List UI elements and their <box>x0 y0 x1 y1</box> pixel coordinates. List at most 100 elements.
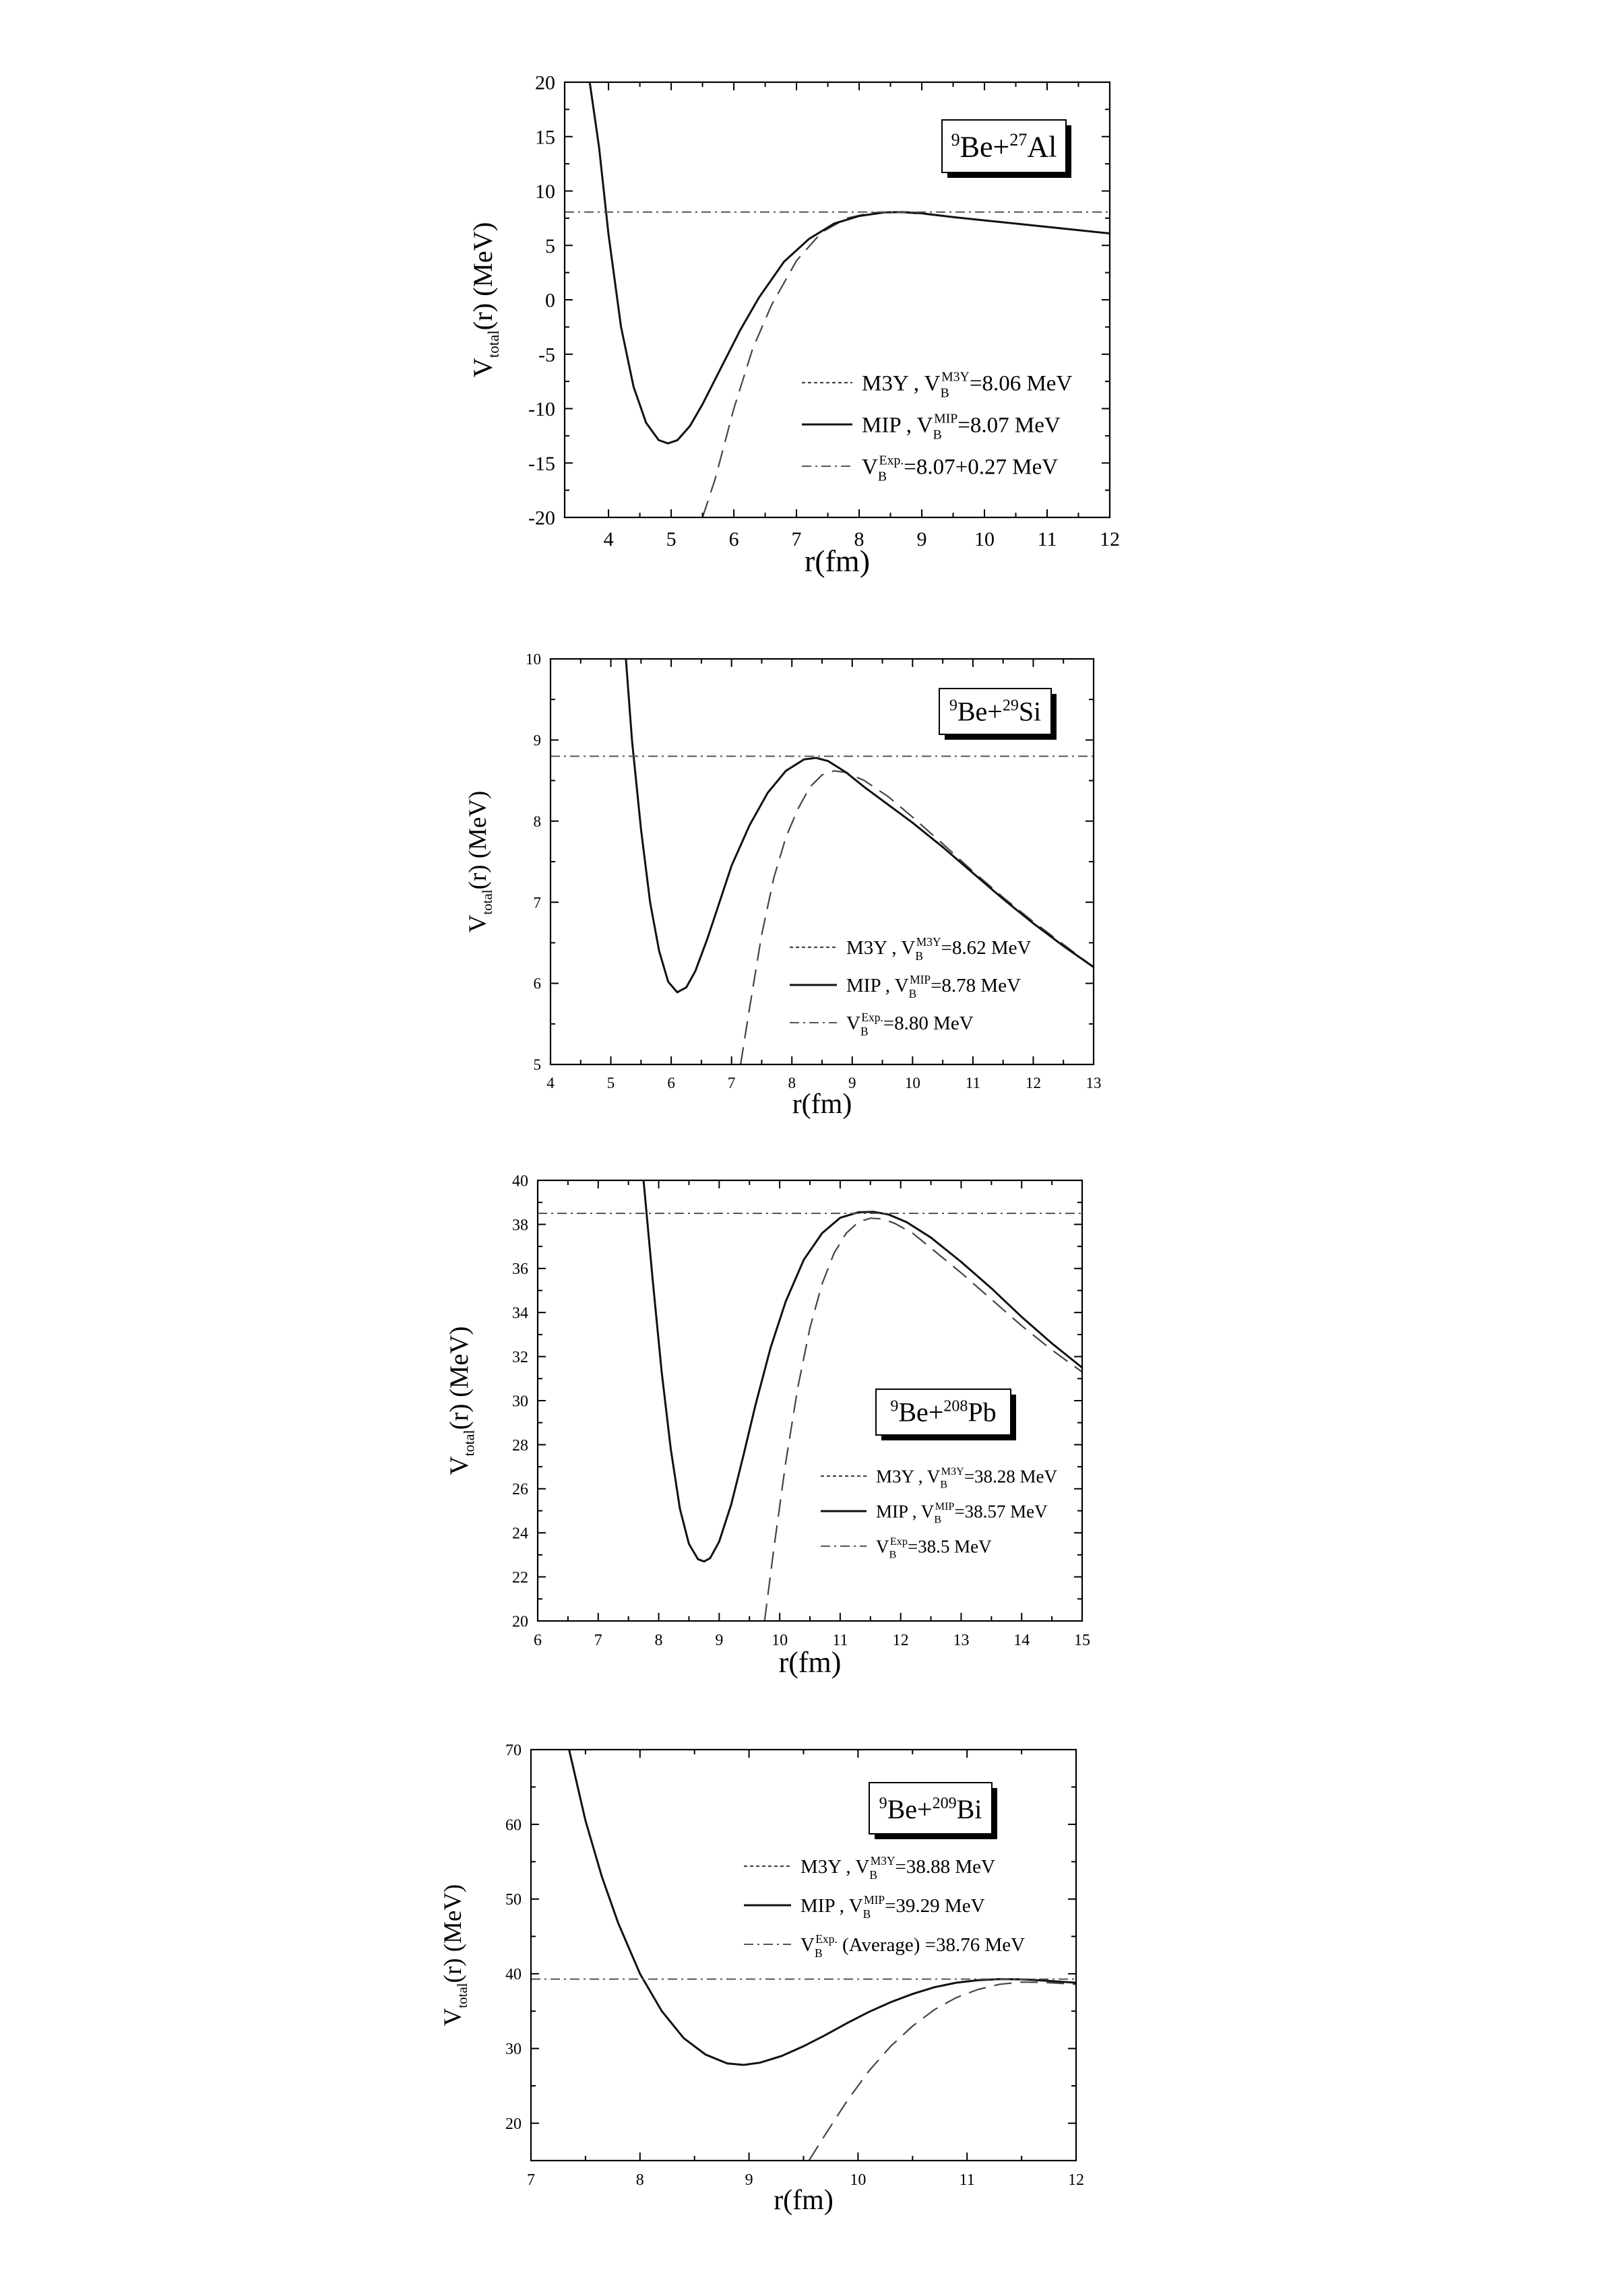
y-tick-label: 5 <box>545 235 555 257</box>
legend: M3Y , VBM3Y=8.06 MeV MIP , VBMIP=8.07 MeV… <box>802 370 1072 484</box>
y-tick-label: 8 <box>534 813 542 830</box>
title-text: 9Be+208Pb <box>890 1397 996 1428</box>
reaction-title: 9Be+208Pb <box>875 1389 1016 1440</box>
title-box <box>869 1782 993 1835</box>
y-tick-label: 6 <box>534 976 542 992</box>
legend-entry: MIP , VBMIP=8.78 MeV <box>846 973 1021 1000</box>
x-tick-label: 9 <box>745 2171 753 2189</box>
legend-entry: M3Y , VBM3Y=38.28 MeV <box>876 1465 1058 1490</box>
x-tick-label: 10 <box>772 1632 788 1649</box>
x-tick-label: 6 <box>534 1632 542 1649</box>
x-tick-label: 12 <box>1068 2171 1084 2189</box>
x-tick-label: 9 <box>715 1632 723 1649</box>
x-tick-label: 9 <box>848 1075 856 1091</box>
y-tick-label: 30 <box>512 1393 528 1410</box>
y-tick-label: 30 <box>505 2041 522 2058</box>
x-tick-label: 10 <box>974 528 995 550</box>
reaction-title: 9Be+27Al <box>941 119 1071 178</box>
x-tick-label: 8 <box>854 528 865 550</box>
y-tick-label: 24 <box>512 1525 528 1543</box>
x-tick-label: 11 <box>1038 528 1057 550</box>
legend: M3Y , VBM3Y=38.28 MeV MIP , VBMIP=38.57 M… <box>821 1465 1058 1561</box>
legend-entry: VBExp. (Average) =38.76 MeV <box>800 1932 1025 1960</box>
legend-entry: MIP , VBMIP=38.57 MeV <box>876 1500 1048 1525</box>
y-tick-label: 60 <box>505 1816 522 1834</box>
x-tick-label: 12 <box>1100 528 1120 550</box>
x-tick-label: 11 <box>832 1632 848 1649</box>
title-box <box>941 119 1067 173</box>
legend-entry: MIP , VBMIP=39.29 MeV <box>800 1893 985 1921</box>
y-tick-label: -5 <box>538 344 555 366</box>
title-box <box>875 1389 1011 1436</box>
x-tick-label: 6 <box>667 1075 675 1091</box>
x-tick-label: 4 <box>604 528 614 550</box>
series-line-dashed <box>763 1217 1082 1621</box>
chart-panel-4: 7 8 9 10 11 12 20 30 40 50 60 70 r(fm) Vtotal(r) (MeV… <box>439 1742 1084 2216</box>
series-line-solid <box>625 659 1094 994</box>
x-tick-label: 12 <box>1026 1075 1041 1091</box>
y-tick-label: 10 <box>535 181 555 203</box>
x-tick-label: 7 <box>728 1075 736 1091</box>
x-axis-label: r(fm) <box>774 2185 834 2216</box>
legend-entry: M3Y , VBM3Y=8.62 MeV <box>846 935 1032 963</box>
x-tick-label: 11 <box>960 2171 975 2189</box>
legend-entry: VBExp=38.5 MeV <box>876 1535 992 1560</box>
y-tick-label: 7 <box>534 894 542 911</box>
y-tick-label: 36 <box>512 1261 528 1278</box>
legend-entry: M3Y , VBM3Y=38.88 MeV <box>800 1854 995 1882</box>
legend-entry: VBExp.=8.07+0.27 MeV <box>862 453 1058 484</box>
y-tick-label: 9 <box>534 732 542 748</box>
legend-entry: MIP , VBMIP=8.07 MeV <box>862 412 1061 443</box>
chart-panel-1: 4 5 6 7 8 9 10 11 12 -20 -15 -10 -5 0 5 10 15 20 r(fm) Vtot… <box>468 72 1120 579</box>
y-tick-label: -20 <box>528 507 555 530</box>
reaction-title: 9Be+209Bi <box>869 1782 997 1839</box>
y-tick-label: 70 <box>505 1742 522 1759</box>
y-tick-label: 40 <box>505 1966 522 1983</box>
x-tick-label: 5 <box>607 1075 615 1091</box>
x-tick-label: 7 <box>527 2171 535 2189</box>
y-tick-label: 20 <box>505 2115 522 2133</box>
legend-entry: M3Y , VBM3Y=8.06 MeV <box>862 370 1072 401</box>
x-axis-label: r(fm) <box>792 1089 852 1120</box>
y-tick-label: 15 <box>535 126 555 148</box>
title-text: 9Be+27Al <box>951 130 1057 164</box>
x-tick-label: 10 <box>905 1075 920 1091</box>
y-tick-label: -15 <box>528 453 555 475</box>
x-tick-label: 7 <box>792 528 802 550</box>
title-text: 9Be+29Si <box>949 697 1041 727</box>
y-tick-label: 10 <box>526 651 541 668</box>
y-tick-label: 26 <box>512 1481 528 1498</box>
x-tick-label: 4 <box>546 1075 555 1091</box>
series-line-dashed <box>808 1981 1076 2161</box>
y-tick-label: 20 <box>512 1613 528 1630</box>
legend: M3Y , VBM3Y=38.88 MeV MIP , VBMIP=39.29 M… <box>744 1854 1025 1960</box>
x-tick-label: 11 <box>966 1075 980 1091</box>
title-text: 9Be+209Bi <box>879 1794 982 1824</box>
x-tick-label: 8 <box>788 1075 796 1091</box>
y-tick-label: 20 <box>535 72 555 94</box>
x-axis-label: r(fm) <box>805 544 870 578</box>
x-tick-label: 13 <box>1086 1075 1102 1091</box>
x-tick-label: 9 <box>917 528 927 550</box>
y-axis-label: Vtotal(r) (MeV) <box>468 222 502 378</box>
x-tick-label: 15 <box>1074 1632 1090 1649</box>
x-tick-label: 7 <box>594 1632 602 1649</box>
x-tick-label: 8 <box>655 1632 663 1649</box>
y-tick-label: 34 <box>512 1305 528 1322</box>
x-tick-label: 6 <box>729 528 739 550</box>
chart-panel-3: 6 7 8 9 10 11 12 13 14 15 20 22 24 26 28 30 32 34 36 38 40 r(… <box>445 1172 1090 1679</box>
y-axis-label: Vtotal(r) (MeV) <box>464 791 495 933</box>
series-line-solid <box>642 1180 1082 1563</box>
y-tick-label: 22 <box>512 1569 528 1587</box>
x-tick-label: 5 <box>666 528 677 550</box>
x-axis-label: r(fm) <box>779 1646 842 1679</box>
y-axis-label: Vtotal(r) (MeV) <box>439 1884 470 2027</box>
reaction-title: 9Be+29Si <box>939 688 1057 740</box>
title-box <box>939 688 1052 735</box>
series-line-solid <box>568 1750 1076 2066</box>
legend-entry: VBExp.=8.80 MeV <box>846 1011 974 1038</box>
y-tick-label: 38 <box>512 1217 528 1234</box>
y-tick-label: -10 <box>528 398 555 420</box>
